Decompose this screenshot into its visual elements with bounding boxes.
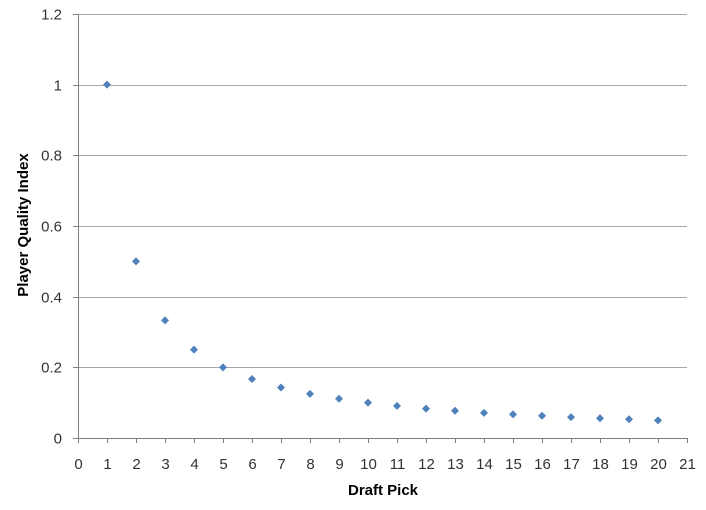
data-point (161, 316, 169, 325)
data-point (451, 406, 459, 415)
data-point (132, 257, 140, 266)
data-point (393, 401, 401, 410)
data-point (596, 414, 604, 423)
data-point (567, 413, 575, 422)
data-point (306, 389, 314, 398)
x-tick-label: 0 (74, 456, 82, 473)
x-axis-title: Draft Pick (348, 482, 419, 499)
data-point (277, 383, 285, 392)
y-axis-title: Player Quality Index (15, 153, 32, 297)
data-point (509, 410, 517, 419)
x-tick-label: 15 (505, 456, 522, 473)
x-tick-label: 5 (219, 456, 227, 473)
data-point (625, 415, 633, 424)
x-tick-label: 6 (248, 456, 256, 473)
x-tick-label: 19 (621, 456, 638, 473)
x-tick-label: 14 (476, 456, 493, 473)
x-tick-labels: 0 1 2 3 4 5 6 7 8 9 10 11 12 13 14 15 16 17 18 19 20 21 (74, 456, 696, 473)
x-tick-label: 16 (534, 456, 551, 473)
data-point (335, 394, 343, 403)
x-tick-label: 20 (650, 456, 667, 473)
x-tick-label: 13 (447, 456, 464, 473)
gridlines (78, 14, 687, 368)
data-point (248, 374, 256, 383)
x-tick-label: 18 (592, 456, 609, 473)
data-point (480, 408, 488, 417)
y-tick-label: 0 (54, 431, 62, 448)
data-point (364, 398, 372, 407)
x-tick-label: 2 (132, 456, 140, 473)
x-tick-label: 11 (390, 456, 406, 473)
data-point (538, 411, 546, 420)
x-tick-label: 9 (335, 456, 343, 473)
data-point (422, 404, 430, 413)
data-points (103, 80, 662, 425)
x-tick-label: 1 (103, 456, 111, 473)
y-tick-label: 1.2 (41, 7, 62, 24)
x-tick-label: 17 (563, 456, 580, 473)
data-point (103, 80, 111, 89)
x-tick-label: 4 (190, 456, 198, 473)
data-point (190, 345, 198, 354)
y-tick-label: 0.4 (41, 290, 62, 307)
x-tick-label: 7 (277, 456, 285, 473)
y-tick-label: 1 (54, 78, 62, 95)
x-tick-label: 8 (306, 456, 314, 473)
y-tick-label: 0.2 (41, 360, 62, 377)
y-tick-label: 0.6 (41, 219, 62, 236)
x-tick-label: 10 (360, 456, 377, 473)
x-tick-label: 12 (418, 456, 435, 473)
x-tick-label: 21 (679, 456, 696, 473)
axes (73, 14, 688, 443)
data-point (219, 363, 227, 372)
y-tick-label: 0.8 (41, 148, 62, 165)
y-tick-labels: 0 0.2 0.4 0.6 0.8 1 1.2 (41, 7, 62, 448)
data-point (654, 416, 662, 425)
x-tick-label: 3 (161, 456, 169, 473)
